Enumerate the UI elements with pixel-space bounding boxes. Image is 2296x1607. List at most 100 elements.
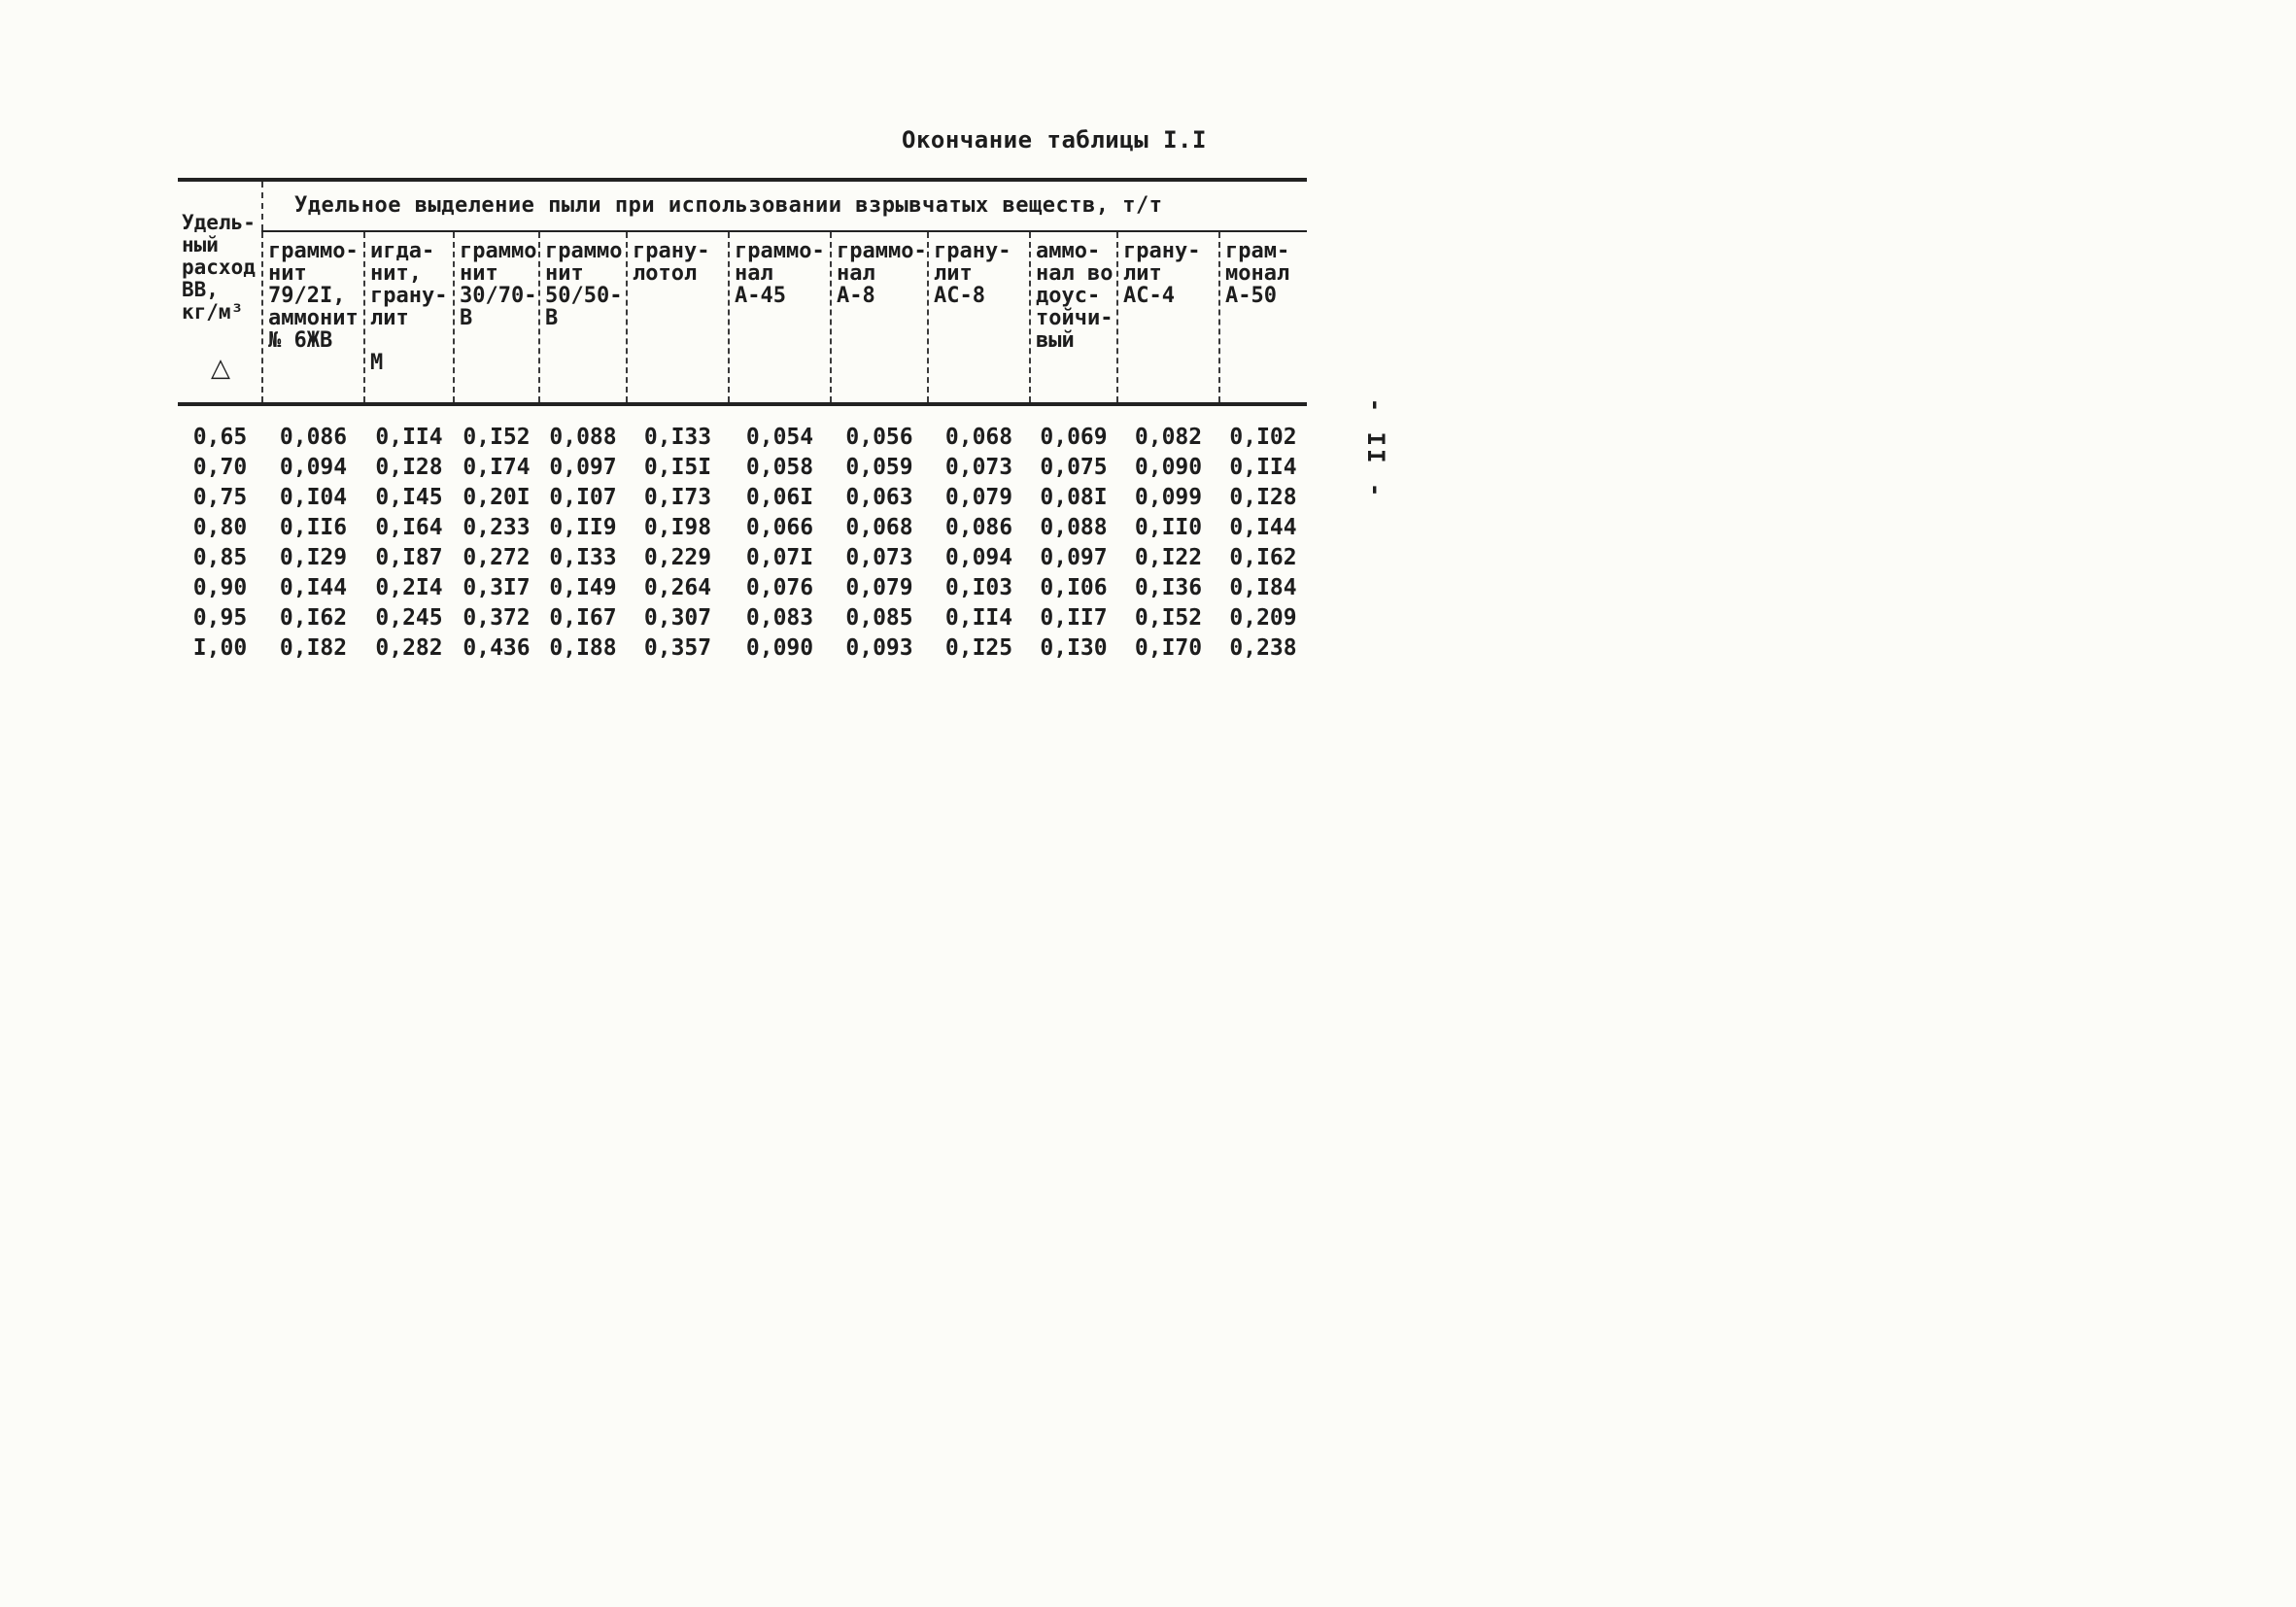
emission-value-cell: 0,I87 bbox=[375, 544, 443, 570]
emission-value-cell: 0,I52 bbox=[463, 424, 531, 450]
emission-value-cell: 0,436 bbox=[463, 634, 531, 661]
emission-value-cell: 0,086 bbox=[944, 514, 1013, 540]
emission-value-cell: 0,I62 bbox=[279, 604, 348, 631]
emission-value-cell: 0,I33 bbox=[643, 424, 712, 450]
density-value-cell: 0,80 bbox=[192, 514, 248, 540]
emission-value-cell: 0,083 bbox=[745, 604, 814, 631]
emission-value-cell: 0,I82 bbox=[279, 634, 348, 661]
emission-value-cell: 0,357 bbox=[643, 634, 712, 661]
emission-value-cell: 0,I84 bbox=[1229, 574, 1297, 600]
table-span-header: Удельное выделение пыли при использовани… bbox=[262, 180, 1307, 232]
table-row: 0,90 0,I44 0,2I4 0,3I7 0,I49 0,264 0,076 0,079 0… bbox=[178, 572, 1307, 602]
emission-value-cell: 0,07I bbox=[745, 544, 814, 570]
emission-value-cell: 0,094 bbox=[944, 544, 1013, 570]
emission-value-cell: 0,I67 bbox=[549, 604, 617, 631]
emission-value-cell: 0,3I7 bbox=[463, 574, 531, 600]
emission-value-cell: 0,079 bbox=[944, 484, 1013, 510]
emission-value-cell: 0,097 bbox=[1040, 544, 1108, 570]
column-header: аммо- нал во доус- тойчи- вый bbox=[1029, 230, 1117, 407]
emission-value-cell: 0,II9 bbox=[549, 514, 617, 540]
emission-value-cell: 0,099 bbox=[1134, 484, 1203, 510]
emission-value-cell: 0,076 bbox=[745, 574, 814, 600]
emission-value-cell: 0,20I bbox=[463, 484, 531, 510]
column-header: граммо- нал А-45 bbox=[728, 230, 831, 407]
emission-value-cell: 0,088 bbox=[1040, 514, 1108, 540]
emission-value-cell: 0,08I bbox=[1040, 484, 1108, 510]
emission-value-cell: 0,I98 bbox=[643, 514, 712, 540]
doc-table: Удель- ный расход ВВ, кг/м³ △ Удельное в… bbox=[178, 178, 1307, 663]
emission-value-cell: 0,058 bbox=[745, 454, 814, 480]
emission-value-cell: 0,I44 bbox=[279, 574, 348, 600]
emission-value-cell: 0,086 bbox=[279, 424, 348, 450]
emission-value-cell: 0,272 bbox=[463, 544, 531, 570]
corner-header-text: Удель- ный расход ВВ, кг/м³ bbox=[182, 211, 256, 324]
emission-value-cell: 0,I06 bbox=[1040, 574, 1108, 600]
emission-value-cell: 0,069 bbox=[1040, 424, 1108, 450]
emission-value-cell: 0,059 bbox=[845, 454, 913, 480]
emission-value-cell: 0,I73 bbox=[643, 484, 712, 510]
column-header: граммо нит 30/70- В bbox=[453, 230, 539, 407]
emission-value-cell: 0,I07 bbox=[549, 484, 617, 510]
density-value-cell: 0,70 bbox=[192, 454, 248, 480]
column-header: грану- лит АС-4 bbox=[1116, 230, 1219, 407]
density-value-cell: 0,65 bbox=[192, 424, 248, 450]
table-header: Удель- ный расход ВВ, кг/м³ △ Удельное в… bbox=[178, 180, 1307, 407]
emission-value-cell: 0,I25 bbox=[944, 634, 1013, 661]
emission-value-cell: 0,I30 bbox=[1040, 634, 1108, 661]
emission-value-cell: 0,282 bbox=[375, 634, 443, 661]
corner-header-cell: Удель- ный расход ВВ, кг/м³ △ bbox=[178, 180, 263, 406]
density-value-cell: 0,75 bbox=[192, 484, 248, 510]
page-number: - II - bbox=[1362, 397, 1389, 500]
emission-value-cell: 0,063 bbox=[845, 484, 913, 510]
emission-value-cell: 0,097 bbox=[549, 454, 617, 480]
emission-value-cell: 0,I62 bbox=[1229, 544, 1297, 570]
table-caption: Окончание таблицы I.I bbox=[902, 126, 1207, 154]
emission-value-cell: 0,238 bbox=[1229, 634, 1297, 661]
emission-value-cell: 0,II6 bbox=[279, 514, 348, 540]
table-row: 0,80 0,II6 0,I64 0,233 0,II9 0,I98 0,066 0,068 0… bbox=[178, 512, 1307, 542]
emission-value-cell: 0,079 bbox=[845, 574, 913, 600]
table-row: 0,65 0,086 0,II4 0,I52 0,088 0,I33 0,054 0,056 0… bbox=[178, 404, 1307, 452]
emission-value-cell: 0,085 bbox=[845, 604, 913, 631]
emission-value-cell: 0,066 bbox=[745, 514, 814, 540]
density-value-cell: I,00 bbox=[192, 634, 248, 661]
delta-symbol: △ bbox=[211, 354, 230, 383]
emission-value-cell: 0,II7 bbox=[1040, 604, 1108, 631]
emission-value-cell: 0,I29 bbox=[279, 544, 348, 570]
column-header: грану- лит АС-8 bbox=[927, 230, 1030, 407]
density-value-cell: 0,90 bbox=[192, 574, 248, 600]
emission-value-cell: 0,307 bbox=[643, 604, 712, 631]
emission-value-cell: 0,I44 bbox=[1229, 514, 1297, 540]
emission-value-cell: 0,I28 bbox=[1229, 484, 1297, 510]
emission-value-cell: 0,II0 bbox=[1134, 514, 1203, 540]
column-header: граммо- нал А-8 bbox=[830, 230, 928, 407]
emission-value-cell: 0,229 bbox=[643, 544, 712, 570]
table-row: I,00 0,I82 0,282 0,436 0,I88 0,357 0,090 0,093 0… bbox=[178, 633, 1307, 663]
emission-value-cell: 0,264 bbox=[643, 574, 712, 600]
column-header-row: граммо- нит 79/2I, аммонит № 6ЖВ игда- ни… bbox=[178, 230, 1307, 407]
emission-value-cell: 0,068 bbox=[845, 514, 913, 540]
emission-value-cell: 0,2I4 bbox=[375, 574, 443, 600]
emission-value-cell: 0,054 bbox=[745, 424, 814, 450]
emission-value-cell: 0,I88 bbox=[549, 634, 617, 661]
emission-value-cell: 0,II4 bbox=[375, 424, 443, 450]
emission-value-cell: 0,056 bbox=[845, 424, 913, 450]
emission-value-cell: 0,II4 bbox=[944, 604, 1013, 631]
column-header: граммо нит 50/50- В bbox=[538, 230, 627, 407]
emission-value-cell: 0,II4 bbox=[1229, 454, 1297, 480]
emission-value-cell: 0,I52 bbox=[1134, 604, 1203, 631]
emission-value-cell: 0,I70 bbox=[1134, 634, 1203, 661]
table-row: 0,95 0,I62 0,245 0,372 0,I67 0,307 0,083 0,085 0… bbox=[178, 602, 1307, 633]
table-row: 0,85 0,I29 0,I87 0,272 0,I33 0,229 0,07I 0,073 0… bbox=[178, 542, 1307, 572]
emission-value-cell: 0,I5I bbox=[643, 454, 712, 480]
emission-value-cell: 0,082 bbox=[1134, 424, 1203, 450]
emission-value-cell: 0,075 bbox=[1040, 454, 1108, 480]
dust-emission-table: Удель- ный расход ВВ, кг/м³ △ Удельное в… bbox=[178, 178, 1307, 663]
emission-value-cell: 0,I64 bbox=[375, 514, 443, 540]
emission-value-cell: 0,I22 bbox=[1134, 544, 1203, 570]
density-value-cell: 0,95 bbox=[192, 604, 248, 631]
emission-value-cell: 0,372 bbox=[463, 604, 531, 631]
emission-value-cell: 0,233 bbox=[463, 514, 531, 540]
emission-value-cell: 0,I02 bbox=[1229, 424, 1297, 450]
